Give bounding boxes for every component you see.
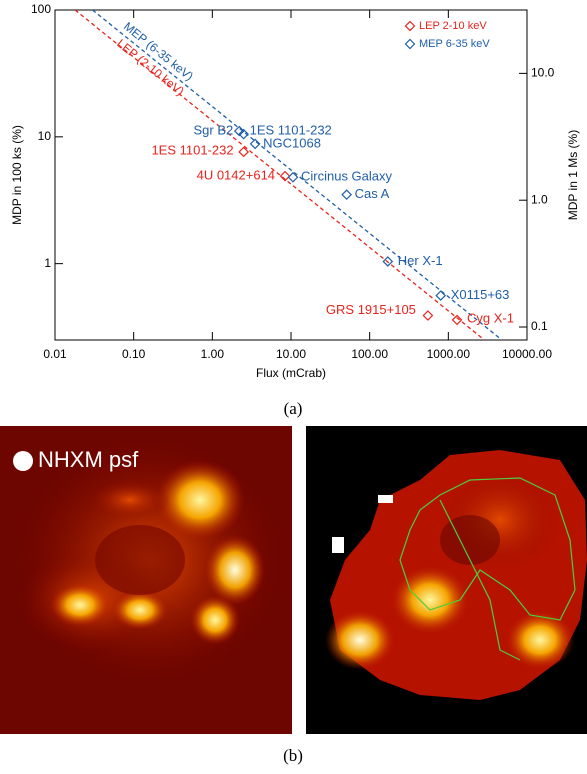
point-label: Sgr B2 <box>194 123 234 138</box>
point-label: Cas A <box>355 186 390 201</box>
x-tick-label: 10000.00 <box>502 347 552 361</box>
polarization-map <box>306 426 587 734</box>
legend-marker <box>404 20 416 32</box>
model-line <box>92 10 503 340</box>
x-axis-label: Flux (mCrab) <box>256 366 326 380</box>
x-tick-label: 10.00 <box>276 347 306 361</box>
data-point <box>238 146 249 158</box>
plot-area <box>74 10 503 340</box>
point-label: Cyg X-1 <box>467 310 514 325</box>
point-label: GRS 1915+105 <box>326 302 416 317</box>
data-point <box>341 189 353 200</box>
data-point <box>435 290 447 301</box>
point-label: 1ES 1101-232 <box>151 142 233 157</box>
y-axis-label: MDP in 100 ks (%) <box>10 125 24 225</box>
point-label: 1ES 1101-232 <box>250 123 332 138</box>
point-label: Circinus Galaxy <box>301 169 393 184</box>
data-point <box>382 256 394 267</box>
y-tick-label: 1 <box>44 256 51 270</box>
y2-tick-label: 0.1 <box>531 319 548 333</box>
data-point <box>422 310 434 321</box>
data-point <box>451 314 463 326</box>
data-point <box>249 138 261 150</box>
point-label: NGC1068 <box>263 135 321 150</box>
legend-marker <box>404 38 416 50</box>
psf-label: NHXM psf <box>38 447 139 472</box>
caption-a: (a) <box>284 399 303 418</box>
y2-tick-label: 1.0 <box>531 192 548 206</box>
point-label: Her X-1 <box>398 253 443 268</box>
data-point <box>279 170 291 182</box>
psf-image: NHXM psf <box>0 426 292 734</box>
y2-axis-label: MDP in 1 Ms (%) <box>566 130 580 220</box>
model-line <box>74 10 485 340</box>
caption-b: (b) <box>283 746 303 765</box>
legend-label: MEP 6-35 keV <box>419 38 490 50</box>
legend-label: LEP 2-10 keV <box>419 20 487 32</box>
x-tick-label: 1000.00 <box>427 347 471 361</box>
y-tick-label: 10 <box>38 129 52 143</box>
x-tick-label: 1.00 <box>201 347 225 361</box>
y-tick-label: 100 <box>31 2 51 16</box>
x-tick-label: 0.10 <box>122 347 146 361</box>
y2-tick-label: 10.0 <box>531 66 555 80</box>
point-label: X0115+63 <box>451 287 510 302</box>
x-tick-label: 0.01 <box>43 347 67 361</box>
point-label: 4U 0142+614 <box>197 168 275 183</box>
data-point <box>287 171 299 183</box>
x-tick-label: 100.00 <box>351 347 388 361</box>
data-point <box>238 128 249 140</box>
data-point <box>233 125 245 137</box>
